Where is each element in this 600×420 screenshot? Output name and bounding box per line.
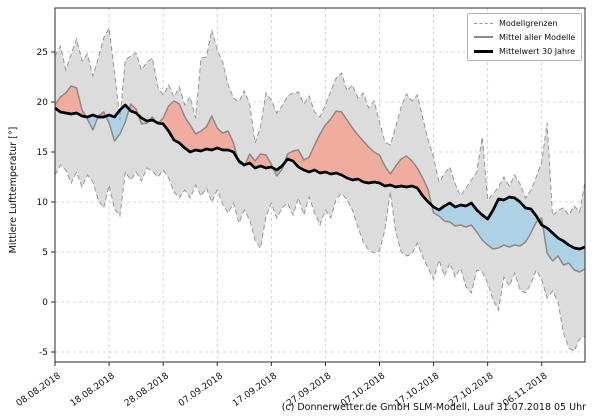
model-mean-line: [54, 85, 586, 273]
black-line-sample-icon: [474, 49, 493, 53]
legend-item-model-mean: Mittel aller Modelle: [474, 31, 575, 43]
x-tick-label: 18.08.2018: [69, 371, 117, 409]
x-tick-label: 07.09.2018: [177, 371, 225, 409]
copyright-caption: (c) Donnerwetter.de GmbH SLM-Modell, Lau…: [281, 402, 586, 413]
legend: Modellgrenzen Mittel aller Modelle Mitte…: [467, 13, 583, 61]
x-tick-label: 28.08.2018: [123, 371, 171, 409]
legend-item-30yr-mean: Mittelwert 30 Jahre: [474, 45, 575, 57]
legend-label: Mittel aller Modelle: [499, 32, 576, 42]
plot-frame: [54, 7, 586, 363]
legend-label: Mittelwert 30 Jahre: [499, 46, 576, 56]
x-tick-label: 08.08.2018: [15, 371, 63, 409]
y-tick-label: 5: [42, 248, 48, 258]
dashed-line-sample-icon: [474, 22, 493, 24]
y-tick-label: 0: [42, 298, 48, 308]
y-tick-label: 15: [37, 148, 48, 158]
y-axis-title: Mittlere Lufttemperatur [°]: [8, 126, 19, 254]
gray-line-sample-icon: [474, 36, 493, 38]
y-tick-label: 25: [37, 48, 48, 58]
y-tick-label: -5: [39, 348, 48, 358]
legend-item-model-bounds: Modellgrenzen: [474, 17, 575, 29]
model-range-band: [55, 28, 585, 351]
x-tick-label: 17.09.2018: [231, 371, 279, 409]
legend-label: Modellgrenzen: [499, 18, 558, 28]
y-tick-label: 10: [37, 198, 49, 208]
warmer-than-normal-fill: [55, 86, 543, 226]
model-lower-bound-line: [54, 164, 586, 352]
y-tick-label: 20: [37, 98, 49, 108]
model-upper-bound-line: [54, 26, 586, 218]
mean-30yr-line: [54, 103, 586, 251]
